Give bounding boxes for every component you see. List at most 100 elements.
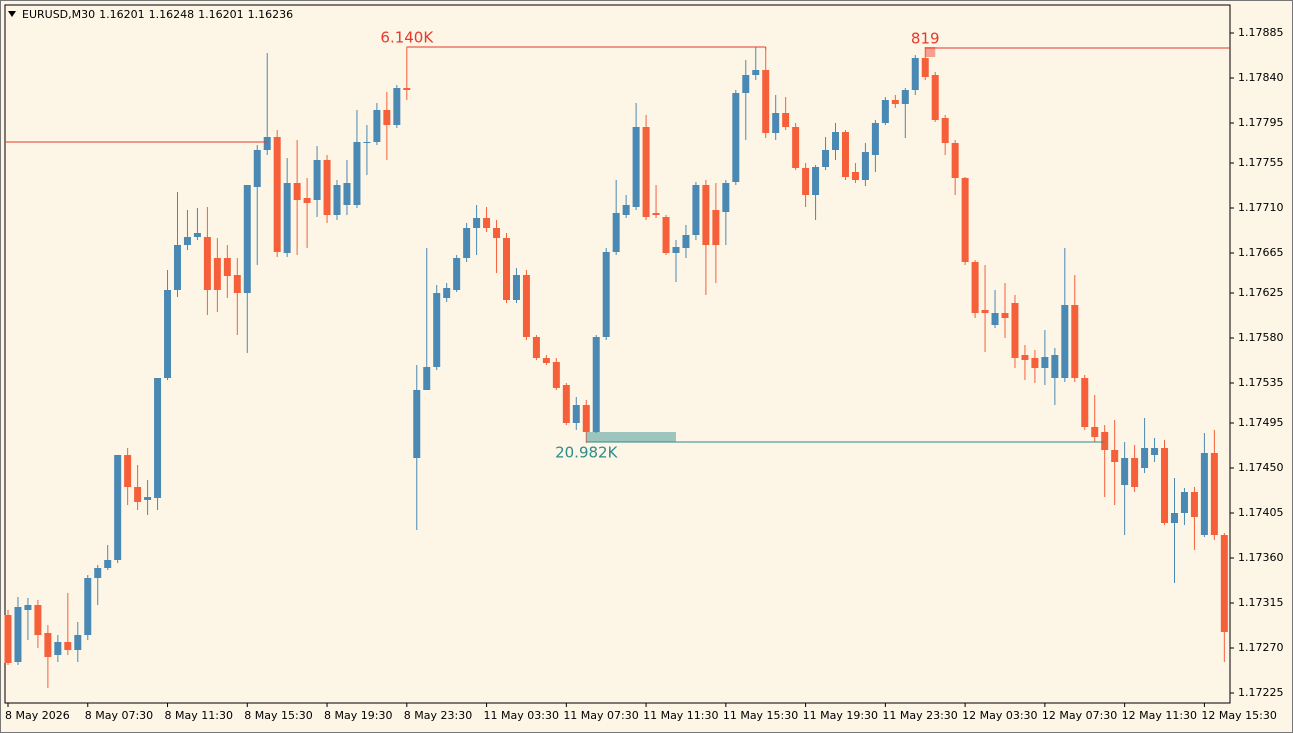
candle-body <box>94 568 102 578</box>
x-tick-label: 11 May 19:30 <box>803 709 878 722</box>
x-tick-label: 8 May 15:30 <box>244 709 312 722</box>
y-tick-label: 1.17405 <box>1238 506 1284 519</box>
candle-body <box>24 605 32 610</box>
candle-body <box>841 132 849 177</box>
candle-body <box>881 100 889 123</box>
candle-body <box>1131 458 1139 487</box>
candle-body <box>313 160 321 200</box>
candle-body <box>213 258 221 290</box>
candle-body <box>453 258 461 290</box>
candle-body <box>154 378 162 498</box>
candle-body <box>273 137 281 252</box>
ohlc-low: 1.16201 <box>198 8 244 21</box>
x-tick-label: 12 May 03:30 <box>962 709 1037 722</box>
candle-body <box>303 198 311 203</box>
y-tick-label: 1.17665 <box>1238 246 1284 259</box>
candle-body <box>832 132 840 150</box>
y-tick-label: 1.17270 <box>1238 641 1284 654</box>
candle-body <box>54 642 62 655</box>
y-tick-label: 1.17495 <box>1238 416 1284 429</box>
level-label: 6.140K <box>380 29 434 47</box>
candle-body <box>1061 305 1069 378</box>
y-tick-label: 1.17710 <box>1238 201 1284 214</box>
y-tick-label: 1.17840 <box>1238 71 1284 84</box>
candle-body <box>632 127 640 207</box>
candle-body <box>532 337 540 358</box>
x-tick-label: 8 May 19:30 <box>324 709 392 722</box>
x-tick-label: 8 May 2026 <box>5 709 70 722</box>
candle-body <box>124 455 132 487</box>
candle-body <box>1041 357 1049 368</box>
candle-body <box>433 293 441 367</box>
candle-body <box>901 90 909 104</box>
candle-body <box>144 497 152 500</box>
candle-body <box>74 635 82 650</box>
candle-body <box>742 75 750 93</box>
candle-body <box>851 172 859 180</box>
candle-body <box>722 183 730 212</box>
candle-body <box>293 183 301 200</box>
y-tick-label: 1.17450 <box>1238 461 1284 474</box>
candle-body <box>283 183 291 253</box>
candle-body <box>572 405 580 423</box>
candle-body <box>203 237 211 290</box>
candle-body <box>353 142 361 205</box>
candle-body <box>552 362 560 388</box>
candle-body <box>542 358 550 363</box>
level-label: 819 <box>911 30 940 48</box>
x-tick-label: 12 May 07:30 <box>1042 709 1117 722</box>
candle-body <box>582 405 590 432</box>
candle-body <box>4 615 12 663</box>
candle-body <box>253 150 261 187</box>
candle-body <box>971 262 979 313</box>
candle-body <box>662 217 670 253</box>
x-tick-label: 11 May 23:30 <box>882 709 957 722</box>
candle-body <box>612 213 620 252</box>
candle-body <box>64 642 72 650</box>
candle-body <box>393 88 401 125</box>
candle-body <box>871 123 879 155</box>
candle-body <box>183 237 191 245</box>
y-tick-label: 1.17885 <box>1238 26 1284 39</box>
x-tick-label: 11 May 07:30 <box>563 709 638 722</box>
y-tick-label: 1.17755 <box>1238 156 1284 169</box>
candle-body <box>84 578 92 635</box>
candle-body <box>104 560 112 568</box>
x-tick-label: 8 May 07:30 <box>85 709 153 722</box>
x-tick-label: 12 May 11:30 <box>1122 709 1197 722</box>
symbol: EURUSD,M30 <box>22 8 96 21</box>
x-tick-label: 11 May 15:30 <box>723 709 798 722</box>
candle-body <box>1081 378 1089 427</box>
candle-body <box>931 75 939 120</box>
candle-body <box>114 455 122 560</box>
level-label: 20.982K <box>555 444 618 462</box>
candle-body <box>822 150 830 167</box>
volume-zone <box>925 47 936 57</box>
candle-body <box>1220 535 1228 632</box>
candle-body <box>34 605 42 635</box>
candle-body <box>792 127 800 168</box>
candle-body <box>732 93 740 182</box>
candle-body <box>383 110 391 125</box>
candle-body <box>991 313 999 325</box>
x-tick-label: 8 May 11:30 <box>165 709 233 722</box>
candle-body <box>961 178 969 262</box>
candle-body <box>14 607 22 662</box>
candle-body <box>1101 432 1109 450</box>
candle-body <box>473 218 481 228</box>
candle-body <box>772 113 780 133</box>
candle-body <box>1051 355 1059 378</box>
candle-body <box>712 210 720 245</box>
candle-body <box>1200 453 1208 535</box>
y-tick-label: 1.17315 <box>1238 596 1284 609</box>
candle-body <box>243 185 251 293</box>
candle-body <box>413 390 421 458</box>
candle-body <box>861 152 869 180</box>
candle-body <box>403 88 411 90</box>
candle-body <box>1141 448 1149 468</box>
candle-body <box>592 337 600 432</box>
candle-body <box>1161 448 1169 523</box>
